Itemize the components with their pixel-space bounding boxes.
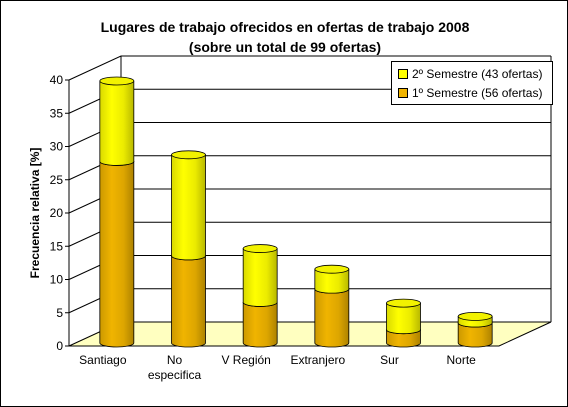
gridline: [68, 55, 551, 81]
y-tick-label: 10: [50, 273, 64, 287]
gridline: [68, 221, 551, 247]
legend-swatch-2: [398, 69, 408, 79]
y-axis-label: Frecuencia relativa [%]: [28, 148, 42, 279]
y-tick-label: 20: [50, 206, 64, 220]
bar-top-1: [171, 150, 206, 160]
gridline: [68, 122, 551, 147]
bar-sem2-3: [314, 268, 350, 294]
y-tick-label: 5: [56, 306, 63, 320]
legend-item-series-2: 2º Semestre (43 ofertas): [398, 67, 542, 81]
gridline: [68, 288, 551, 314]
bar-top-4: [386, 298, 421, 308]
bar-sem1-5: [457, 322, 493, 348]
legend: 2º Semestre (43 ofertas) 1º Semestre (56…: [391, 61, 553, 105]
bar-top-5: [457, 311, 493, 321]
x-tick-label: Norte: [446, 353, 476, 367]
x-tick-label: No: [167, 353, 183, 367]
bar-top-0: [99, 76, 135, 86]
legend-swatch-1: [398, 88, 408, 98]
bar-sem2-0: [99, 80, 135, 166]
bar-sem1-2: [242, 302, 278, 348]
gridline: [68, 188, 551, 214]
x-tick-label: V Región: [221, 353, 270, 367]
bar-sem2-2: [242, 248, 278, 307]
x-tick-label: Santiago: [79, 353, 127, 367]
bar-sem2-4: [386, 302, 421, 335]
bar-sem2-1: [171, 154, 206, 261]
x-tick-label: Extranjero: [290, 353, 345, 367]
y-tick-label: 30: [50, 140, 64, 154]
legend-item-series-1: 1º Semestre (56 ofertas): [398, 86, 542, 100]
bar-top-2: [242, 244, 278, 253]
bar-sem1-4: [386, 329, 421, 348]
y-tick-label: 0: [56, 339, 63, 353]
y-tick-label: 25: [50, 173, 64, 187]
gridline: [68, 155, 551, 181]
y-tick-label: 40: [50, 73, 64, 87]
chart-title: Lugares de trabajo ofrecidos en ofertas …: [100, 19, 470, 35]
chart-subtitle: (sobre un total de 99 ofertas): [188, 39, 382, 55]
x-tick-label: especifica: [148, 368, 202, 382]
gridline: [68, 255, 551, 280]
y-tick-label: 15: [50, 239, 64, 253]
x-tick-label: Sur: [380, 353, 399, 367]
legend-label-2: 2º Semestre (43 ofertas): [412, 67, 543, 81]
bar-sem1-0: [99, 161, 135, 348]
bar-top-3: [314, 264, 350, 274]
y-tick-label: 35: [50, 106, 64, 120]
bar-sem1-3: [314, 288, 350, 348]
bar-sem1-1: [171, 255, 206, 348]
legend-label-1: 1º Semestre (56 ofertas): [412, 86, 543, 100]
